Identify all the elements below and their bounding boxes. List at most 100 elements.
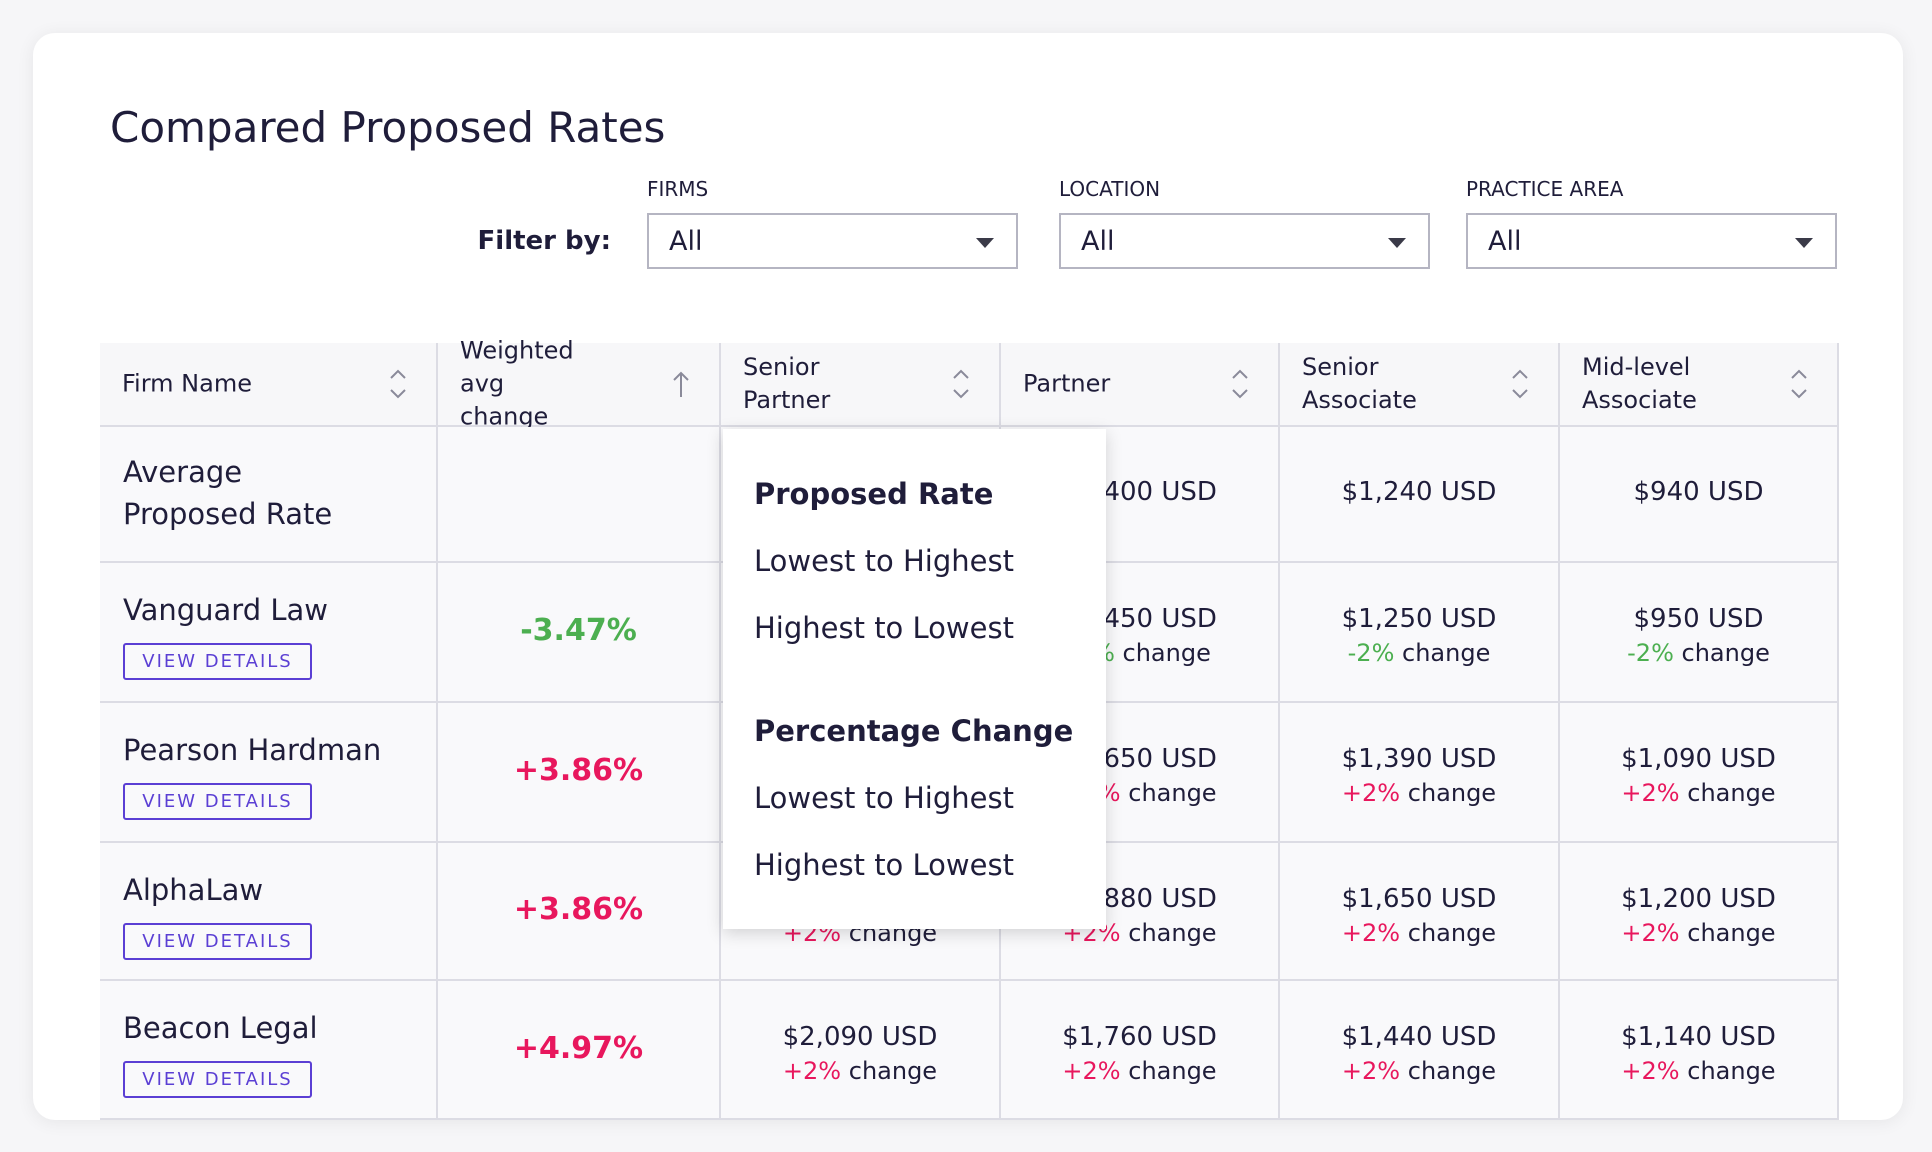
menu-option[interactable]: Highest to Lowest <box>754 848 1014 882</box>
change: -2% change <box>1560 639 1837 667</box>
view-details-button[interactable]: VIEW DETAILS <box>123 643 312 680</box>
sort-menu: Proposed Rate Lowest to Highest Highest to… <box>723 429 1106 929</box>
table-cell: +4.97% <box>438 981 721 1120</box>
table-cell: $2,090 USD +2% change <box>721 981 1001 1120</box>
menu-heading: Percentage Change <box>754 714 1074 748</box>
change-word: change <box>1407 779 1497 807</box>
change: +2% change <box>1001 919 1278 947</box>
change: +2% change <box>721 1057 999 1085</box>
header-text: Weighted avg change <box>460 336 574 431</box>
filter-name: FIRMS <box>647 177 709 201</box>
table-cell: $1,440 USD +2% change <box>1280 981 1560 1120</box>
table-cell: -3.47% <box>438 563 721 703</box>
filter-select[interactable]: All <box>1466 213 1837 269</box>
menu-option[interactable]: Lowest to Highest <box>754 544 1014 578</box>
change-word: change <box>1687 919 1776 947</box>
header-text: Mid-level Associate <box>1582 353 1697 414</box>
weighted-avg-change: -3.47% <box>520 613 637 648</box>
table-cell: $1,090 USD +2% change <box>1560 703 1839 843</box>
weighted-avg-change: +3.86% <box>513 892 644 927</box>
rate: $1,140 USD <box>1621 1022 1776 1052</box>
column-header[interactable]: Mid-level Associate <box>1560 343 1839 427</box>
view-details-button[interactable]: VIEW DETAILS <box>123 1061 312 1098</box>
table-cell: $950 USD -2% change <box>1560 563 1839 703</box>
header-text: Senior Partner <box>743 353 831 414</box>
menu-option[interactable]: Lowest to Highest <box>754 781 1014 815</box>
change-pct: -2% <box>1627 639 1674 667</box>
change-pct: +2% <box>1621 1057 1680 1085</box>
column-header[interactable]: Senior Associate <box>1280 343 1560 427</box>
change: +2% change <box>1280 1057 1558 1085</box>
rate: $1,650 USD <box>1341 884 1497 914</box>
change-pct: +2% <box>1062 1057 1121 1085</box>
weighted-avg-change: +3.86% <box>513 753 644 788</box>
table-cell: +3.86% <box>438 703 721 843</box>
change-pct: +2% <box>1621 919 1680 947</box>
filter-select[interactable]: All <box>1059 213 1430 269</box>
table-cell: $1,140 USD +2% change <box>1560 981 1839 1120</box>
filter-select[interactable]: All <box>647 213 1018 269</box>
rate: $1,250 USD <box>1341 604 1497 634</box>
change: +2% change <box>1280 919 1558 947</box>
rate: $1,240 USD <box>1341 477 1497 507</box>
change-word: change <box>1681 639 1770 667</box>
column-header[interactable]: Senior Partner <box>721 343 1001 427</box>
weighted-avg-change: +4.97% <box>513 1030 644 1066</box>
table-cell: $1,240 USD <box>1280 427 1560 563</box>
header-text: Firm Name <box>122 369 252 398</box>
table-cell: $1,250 USD -2% change <box>1280 563 1560 703</box>
table-cell: +3.86% <box>438 843 721 981</box>
change-pct: +2% <box>1621 779 1680 807</box>
change-word: change <box>848 1057 938 1085</box>
rate: $1,760 USD <box>1062 1022 1217 1052</box>
change-word: change <box>1128 1057 1217 1085</box>
rate: $1,390 USD <box>1341 744 1497 774</box>
sort-icon[interactable] <box>1230 367 1250 401</box>
column-header[interactable]: Partner <box>1001 343 1280 427</box>
filter-name: LOCATION <box>1059 177 1161 201</box>
view-details-button[interactable]: VIEW DETAILS <box>123 923 312 960</box>
column-header[interactable]: Weighted avg change <box>438 337 721 431</box>
change-word: change <box>1687 779 1776 807</box>
row-name: Average Proposed Rate <box>123 455 333 531</box>
change-pct: +2% <box>782 1057 842 1085</box>
table-cell: $1,200 USD +2% change <box>1560 843 1839 981</box>
sort-icon[interactable] <box>1510 367 1530 401</box>
title: Compared Proposed Rates <box>110 103 666 152</box>
header-text: Partner <box>1023 369 1111 398</box>
change-word: change <box>1407 1057 1497 1085</box>
filter-label: Filter by: <box>477 226 611 256</box>
table-cell: $940 USD <box>1560 427 1839 563</box>
firm-name: Vanguard Law <box>123 593 328 627</box>
table-cell: Average Proposed Rate <box>100 427 438 563</box>
rate: $1,440 USD <box>1341 1022 1497 1052</box>
menu-heading: Proposed Rate <box>754 477 994 511</box>
sort-icon[interactable] <box>951 367 971 401</box>
table-cell: Vanguard Law VIEW DETAILS <box>100 563 438 703</box>
change: +2% change <box>1560 919 1837 947</box>
change: -2% change <box>1280 639 1558 667</box>
change-pct: +2% <box>1341 779 1401 807</box>
table-cell: AlphaLaw VIEW DETAILS <box>100 843 438 981</box>
sort-icon[interactable] <box>1789 367 1809 401</box>
change-pct: +2% <box>1341 919 1401 947</box>
view-details-button[interactable]: VIEW DETAILS <box>123 783 312 820</box>
column-header[interactable]: Firm Name <box>100 343 438 427</box>
table-cell: $1,650 USD +2% change <box>1280 843 1560 981</box>
filter-name: PRACTICE AREA <box>1466 177 1624 201</box>
change-word: change <box>1687 1057 1776 1085</box>
change: +2% change <box>1560 779 1837 807</box>
sort-icon[interactable] <box>388 367 408 401</box>
rate: $950 USD <box>1633 604 1764 634</box>
firm-name: Beacon Legal <box>123 1011 318 1045</box>
sort-icon[interactable] <box>671 367 691 401</box>
header-text: Senior Associate <box>1302 353 1417 414</box>
change: +2% change <box>1001 1057 1278 1085</box>
change-word: change <box>1128 779 1217 807</box>
change-word: change <box>1402 639 1491 667</box>
table-cell: Pearson Hardman VIEW DETAILS <box>100 703 438 843</box>
menu-option[interactable]: Highest to Lowest <box>754 611 1014 645</box>
change-word: change <box>1128 919 1217 947</box>
table-cell: Beacon Legal VIEW DETAILS <box>100 981 438 1120</box>
firm-name: Pearson Hardman <box>123 733 382 767</box>
